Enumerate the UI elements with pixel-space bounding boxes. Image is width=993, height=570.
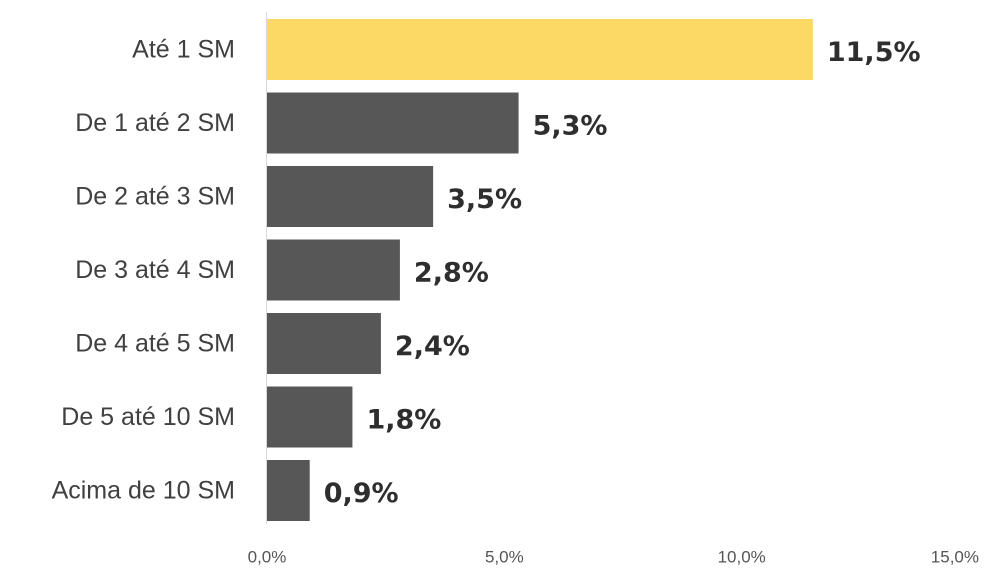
value-label: 2,8% (414, 258, 489, 289)
value-label: 3,5% (447, 184, 522, 215)
bars-layer (267, 19, 813, 521)
category-label: De 5 até 10 SM (61, 403, 235, 431)
x-tick-label: 0,0% (248, 548, 287, 567)
value-label: 0,9% (324, 478, 399, 509)
bar-3 (267, 166, 434, 227)
category-labels: Até 1 SM De 1 até 2 SM De 2 até 3 SM De 3 a… (52, 36, 235, 505)
bar-5 (267, 313, 381, 374)
x-tick-label: 5,0% (485, 548, 524, 567)
bar-2 (267, 92, 519, 154)
x-axis-ticks: 0,0% 5,0% 10,0% 15,0% (248, 548, 979, 567)
value-label: 5,3% (533, 111, 608, 142)
x-tick-label: 10,0% (718, 548, 766, 567)
bar-7 (267, 460, 310, 521)
category-label: De 3 até 4 SM (75, 256, 235, 284)
value-labels: 11,5% 5,3% 3,5% 2,8% 2,4% 1,8% 0,9% (324, 37, 921, 509)
category-label: De 1 até 2 SM (75, 109, 235, 137)
value-label: 1,8% (366, 405, 441, 436)
category-label: Acima de 10 SM (52, 477, 235, 505)
value-label: 11,5% (827, 37, 921, 68)
category-label: De 2 até 3 SM (75, 183, 235, 211)
category-label: De 4 até 5 SM (75, 330, 235, 358)
value-label: 2,4% (395, 331, 470, 362)
bar-4 (267, 239, 400, 301)
bar-1 (267, 19, 813, 80)
x-tick-label: 15,0% (931, 548, 979, 567)
category-label: Até 1 SM (132, 36, 235, 64)
bar-6 (267, 386, 353, 448)
